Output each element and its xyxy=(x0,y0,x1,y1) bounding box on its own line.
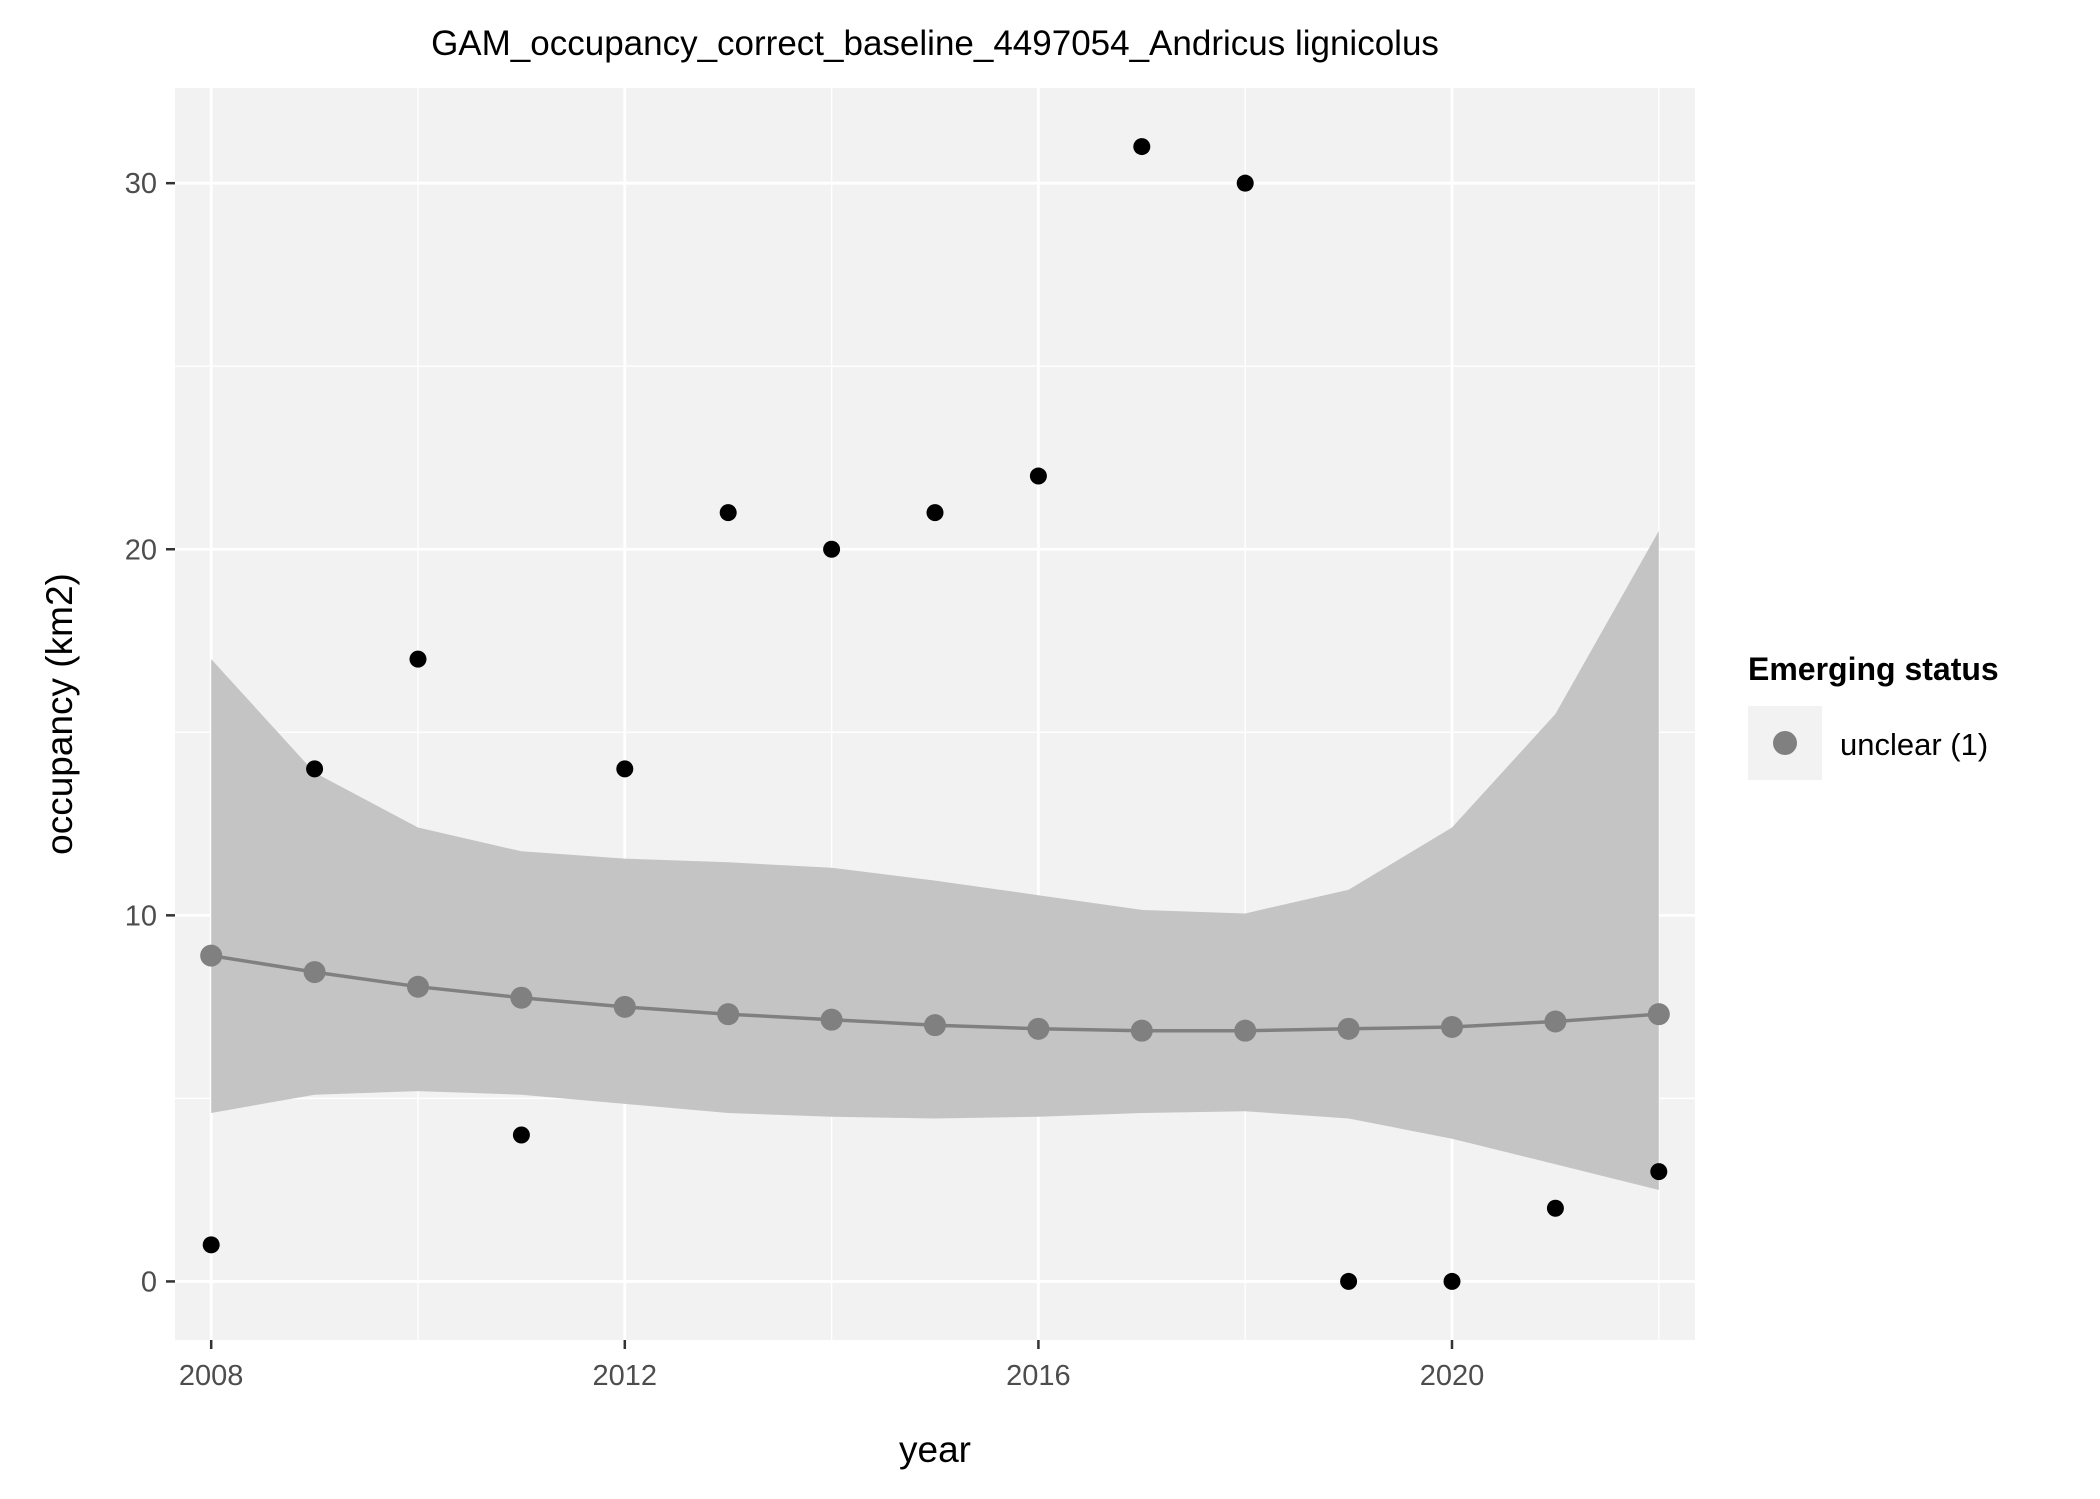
fitted-point xyxy=(200,945,222,967)
y-tick-label: 30 xyxy=(125,168,157,200)
x-axis-title: year xyxy=(899,1429,971,1470)
y-axis: 0 10 20 30 xyxy=(125,168,175,1298)
observed-point xyxy=(616,760,633,777)
x-tick-label: 2008 xyxy=(179,1360,244,1392)
legend-title: Emerging status xyxy=(1748,651,1999,687)
fitted-point xyxy=(1338,1018,1360,1040)
observed-point xyxy=(203,1236,220,1253)
y-axis-title: occupancy (km2) xyxy=(39,573,80,855)
observed-point xyxy=(1237,175,1254,192)
fitted-point xyxy=(614,996,636,1018)
fitted-point xyxy=(717,1003,739,1025)
observed-point xyxy=(306,760,323,777)
legend: Emerging status unclear (1) xyxy=(1748,651,1999,780)
x-tick-label: 2012 xyxy=(593,1360,658,1392)
legend-key-dot xyxy=(1773,731,1797,755)
x-tick-label: 2020 xyxy=(1420,1360,1485,1392)
observed-point xyxy=(1547,1200,1564,1217)
fitted-point xyxy=(821,1009,843,1031)
y-tick-label: 10 xyxy=(125,900,157,932)
y-tick-label: 0 xyxy=(141,1266,157,1298)
observed-point xyxy=(513,1126,530,1143)
observed-point xyxy=(1444,1273,1461,1290)
observed-point xyxy=(1133,138,1150,155)
fitted-point xyxy=(1441,1016,1463,1038)
x-tick-label: 2016 xyxy=(1006,1360,1071,1392)
fitted-point xyxy=(1544,1011,1566,1033)
observed-point xyxy=(823,541,840,558)
chart-title: GAM_occupancy_correct_baseline_4497054_A… xyxy=(431,24,1439,63)
observed-point xyxy=(409,651,426,668)
y-tick-label: 20 xyxy=(125,534,157,566)
fitted-point xyxy=(1027,1018,1049,1040)
fitted-point xyxy=(1234,1020,1256,1042)
fitted-point xyxy=(510,987,532,1009)
observed-point xyxy=(1030,468,1047,485)
fitted-point xyxy=(1648,1003,1670,1025)
observed-point xyxy=(720,504,737,521)
fitted-point xyxy=(924,1014,946,1036)
observed-point xyxy=(1650,1163,1667,1180)
observed-point xyxy=(927,504,944,521)
legend-label-unclear: unclear (1) xyxy=(1840,727,1988,762)
x-axis: 2008 2012 2016 2020 xyxy=(179,1340,1484,1392)
fitted-point xyxy=(407,976,429,998)
observed-point xyxy=(1340,1273,1357,1290)
fitted-point xyxy=(1131,1020,1153,1042)
plot-panel xyxy=(175,88,1695,1340)
fitted-point xyxy=(304,961,326,983)
